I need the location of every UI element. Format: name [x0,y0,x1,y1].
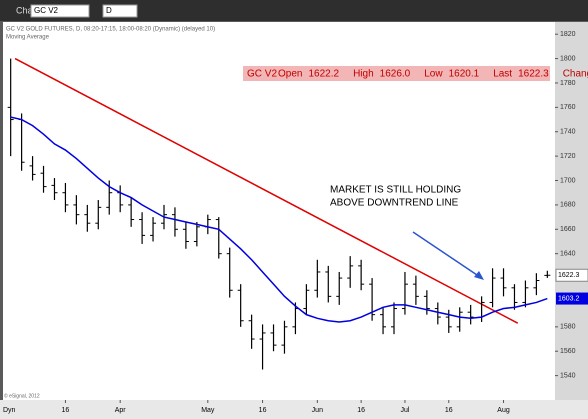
y-tick-label: 1720 [560,153,576,160]
interval-box[interactable] [102,4,138,18]
annotation: ABOVE DOWNTREND LINE [330,198,459,209]
y-tick-label: 1640 [560,251,576,258]
last-price-box [555,268,588,282]
quote-label: High [353,69,374,80]
arrow [412,231,481,278]
quote-value: 1620.1 [449,69,480,80]
y-tick-label: 1540 [560,372,576,379]
toolbar [0,0,588,21]
quote-box [243,66,550,81]
x-tick-label: 16 [357,407,365,414]
y-tick-label: 1740 [560,129,576,136]
y-tick-label: 1560 [560,348,576,355]
y-tick-label: 1780 [560,80,576,87]
x-tick-label: Jun [312,407,323,414]
mode: Dyn [3,407,16,414]
ma-last-label: 1603.2 [558,295,580,302]
x-tick-label: Apr [115,407,127,414]
chart-subtitle: Moving Average [6,35,50,41]
annotation: MARKET IS STILL HOLDING [330,185,461,196]
x-tick-label: 16 [62,407,70,414]
x-axis-panel [0,400,588,419]
quote-symbol: GC V2 [247,69,277,80]
quote-value: 1622.3 [518,69,549,80]
symbol-box[interactable] [30,4,90,18]
ma-last-box [556,292,588,305]
x-tick-label: Aug [497,407,510,414]
x-tick-label: 16 [259,407,267,414]
y-tick-label: 1800 [560,55,576,62]
quote-label: Low [424,69,443,80]
quote-label: Open [278,69,302,80]
y-tick-label: 1680 [560,202,576,209]
y-tick-label: 1760 [560,104,576,111]
moving-average [10,116,548,323]
quote-label: Last [493,69,512,80]
x-tick-label: May [201,407,215,414]
quote-label: Change [563,69,588,80]
interval: D [106,6,112,15]
chart-title: GC V2 GOLD FUTURES, D, 08:20-17:15, 18:0… [6,27,215,33]
y-tick-label: 1580 [560,324,576,331]
last-price-label: 1622.3 [558,272,580,279]
x-tick-label: Jul [400,407,409,414]
window-title: Chart [16,5,39,15]
y-tick-label: 1660 [560,226,576,233]
x-tick-label: 16 [445,407,453,414]
arrow-head [474,271,484,280]
y-axis-panel [555,22,588,400]
footer: © eSignal, 2012 [4,392,40,399]
plot-area [3,22,555,400]
y-tick-label: 1700 [560,177,576,184]
trendline [14,57,519,324]
quote-value: 1626.0 [380,69,411,80]
symbol: GC V2 [34,6,59,15]
y-tick-label: 1820 [560,31,576,38]
quote-value: 1622.2 [308,69,339,80]
